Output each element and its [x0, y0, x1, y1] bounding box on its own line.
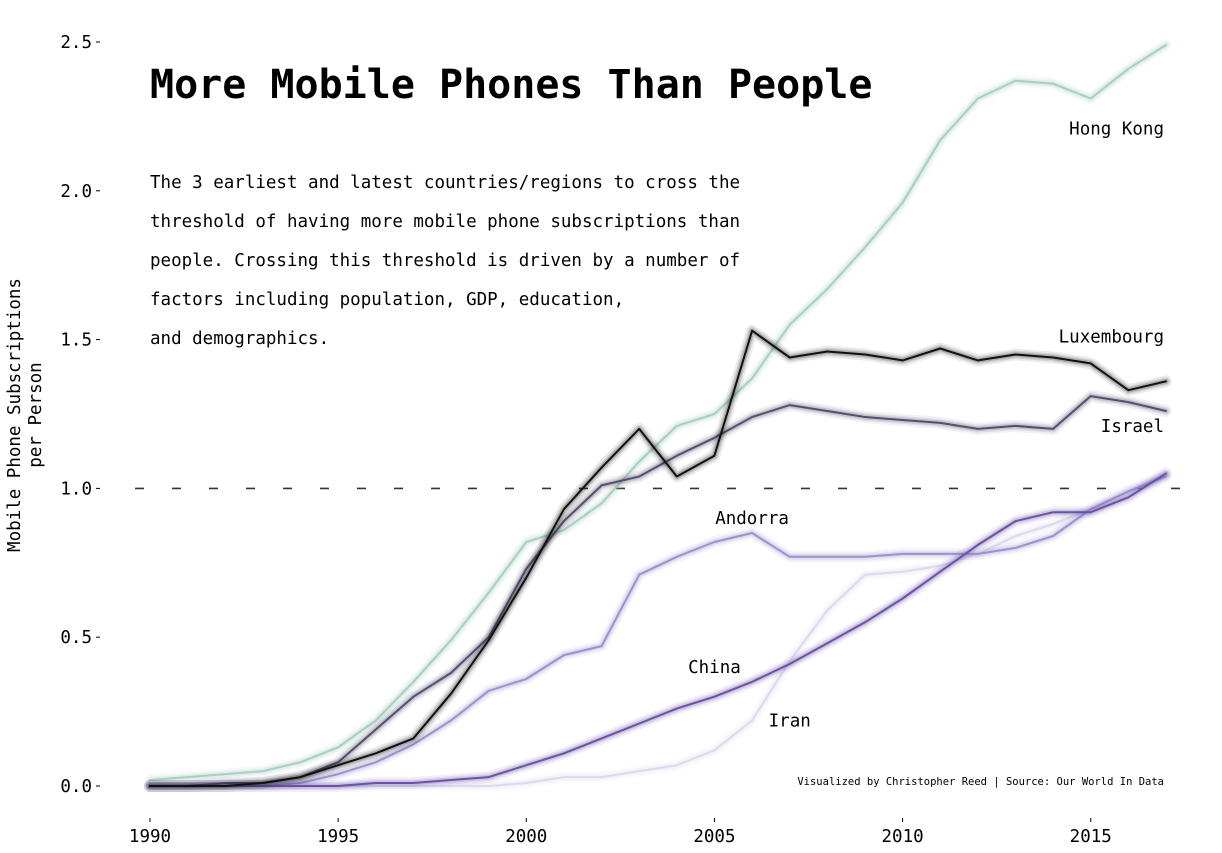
description-line: people. Crossing this threshold is drive…: [150, 251, 741, 271]
series-label: Iran: [769, 712, 811, 732]
series-line: [149, 395, 1167, 787]
series-luxembourg: [144, 324, 1172, 792]
series-label: China: [688, 658, 741, 678]
y-tick-label: 0.0: [60, 777, 92, 797]
series-line: [149, 329, 1167, 787]
series-glow: [146, 41, 1170, 784]
y-axis-label-line: Mobile Phone Subscriptions: [5, 278, 25, 552]
series-china: [144, 467, 1172, 792]
series-label: Hong Kong: [1069, 119, 1164, 139]
label-layer: Hong Kong Luxembourg Israel Andorra China Ira…: [688, 119, 1164, 731]
x-tick-label: 2010: [882, 827, 924, 847]
chart-title: More Mobile Phones Than People: [150, 62, 873, 108]
description-line: factors including population, GDP, educa…: [150, 290, 625, 310]
source-credit: Visualized by Christopher Reed | Source:…: [797, 776, 1164, 788]
y-tick-label: 1.5: [60, 331, 92, 351]
series-label: Luxembourg: [1059, 328, 1164, 348]
series-layer: [144, 39, 1172, 792]
series-glow: [147, 42, 1169, 783]
x-axis: 1990 1995 2000 2005 2010 2015: [129, 818, 1112, 847]
series-glow: [144, 39, 1172, 786]
series-line: [149, 44, 1167, 781]
y-axis-label-line: per Person: [26, 362, 46, 468]
series-line: [149, 472, 1167, 787]
series-andorra: [144, 470, 1172, 792]
series-hong-kong: [144, 39, 1172, 786]
y-tick-label: 2.0: [60, 182, 92, 202]
x-tick-label: 1995: [317, 827, 359, 847]
series-label: Andorra: [715, 509, 789, 529]
series-israel: [144, 390, 1172, 792]
x-tick-label: 2005: [693, 827, 735, 847]
series-glow: [147, 471, 1169, 789]
description-line: and demographics.: [150, 329, 330, 349]
x-tick-label: 2015: [1070, 827, 1112, 847]
y-axis: 0.0 0.5 1.0 1.5 2.0 2.5: [60, 33, 100, 797]
series-label: Israel: [1101, 417, 1164, 437]
y-tick-label: 0.5: [60, 628, 92, 648]
chart-description: The 3 earliest and latest countries/regi…: [150, 164, 790, 359]
description-line: The 3 earliest and latest countries/regi…: [150, 173, 741, 193]
y-tick-label: 2.5: [60, 33, 92, 53]
y-tick-label: 1.0: [60, 479, 92, 499]
series-line: [149, 475, 1167, 787]
description-line: threshold of having more mobile phone su…: [150, 212, 741, 232]
x-tick-label: 1990: [129, 827, 171, 847]
x-tick-label: 2000: [505, 827, 547, 847]
